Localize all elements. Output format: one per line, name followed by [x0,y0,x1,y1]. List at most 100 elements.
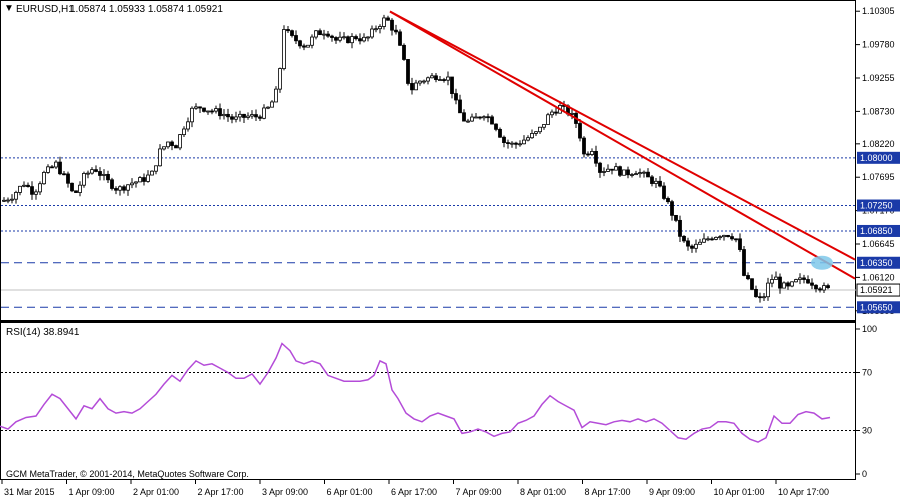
candle-body [458,99,462,114]
candle-body [266,106,270,109]
candle-body [394,29,398,33]
trendline[interactable] [389,10,856,280]
candle-body [550,111,554,116]
candle-body [94,169,98,172]
candle-body [794,279,798,283]
candle-body [418,80,422,84]
candle-body [14,192,18,200]
candle-body [282,29,286,69]
candle-body [402,44,406,60]
candle-body [790,281,794,287]
candle-body [290,30,294,36]
time-tick-label: 2 Apr 01:00 [133,487,179,497]
time-tick-label: 1 Apr 09:00 [69,487,115,497]
trendline[interactable] [389,10,856,261]
level-label: 1.08000 [860,153,893,163]
candle-body [110,179,114,189]
candle-body [490,116,494,125]
price-tick-label: 1.08220 [862,139,895,149]
candle-body [194,106,198,109]
price-tick-label: 1.08730 [862,106,895,116]
candle-body [466,120,470,123]
candle-body [722,234,726,238]
candle-body [150,170,154,176]
candle-body [454,93,458,101]
level-label-box [857,224,900,237]
time-tick-label: 6 Apr 01:00 [327,487,373,497]
candle-body [174,145,178,149]
price-tick-label: 1.09780 [862,40,895,50]
candle-body [814,284,818,290]
candle-body [386,17,390,21]
time-tick-label: 6 Apr 17:00 [391,487,437,497]
candle-body [38,183,42,193]
level-price-labels: 1.08000 1.07250 1.06850 1.06350 1.05650 1.059… [856,151,900,314]
candle-body [598,162,602,173]
candle-body [446,76,450,81]
candle-body [62,173,66,176]
price-tick-label: 1.06120 [862,272,895,282]
candle-body [242,113,246,118]
candle-body [238,113,242,118]
candle-body [390,19,394,31]
candle-body [254,114,258,118]
price-tick-label: 1.07695 [862,172,895,182]
candle-body [694,243,698,249]
candle-body [58,161,62,175]
candle-body [438,79,442,81]
candle-body [70,182,74,192]
candle-body [294,35,298,42]
candle-body [262,107,266,119]
candle-body [450,76,454,94]
candle-body [206,110,210,113]
candle-body [542,124,546,128]
candle-body [366,36,370,39]
candle-body [374,28,378,31]
candle-body [26,184,30,188]
candle-body [734,238,738,241]
candle-body [214,108,218,112]
price-tick-label: 1.06645 [862,239,895,249]
candle-body [186,121,190,130]
level-label: 1.05650 [860,302,893,312]
candle-body [810,282,814,286]
time-tick-label: 2 Apr 17:00 [198,487,244,497]
candle-body [610,168,614,171]
candle-body [698,241,702,245]
candle-body [18,185,22,193]
time-tick-label: 7 Apr 09:00 [456,487,502,497]
candle-body [702,238,706,243]
candle-body [82,173,86,186]
candle-body [590,151,594,155]
candle-body [518,143,522,146]
candle-body [770,279,774,284]
candle-body [274,88,278,103]
time-axis: 31 Mar 2015 1 Apr 09:00 2 Apr 01:00 2 Apr 1… [1,480,829,497]
candle-body [318,30,322,36]
candle-body [506,142,510,144]
ohlc-values: 1.05874 1.05933 1.05874 1.05921 [70,4,223,15]
candle-body [398,31,402,46]
candle-body [766,282,770,298]
rsi-axis: 100 70 30 0 [856,324,877,479]
candle-body [106,173,110,181]
candle-body [742,249,746,276]
candle-body [730,236,734,240]
main-panel-frame [0,0,856,321]
candle-body [826,285,830,289]
candle-body [578,123,582,139]
candle-body [706,238,710,241]
candle-body [330,35,334,38]
candle-body [382,17,386,27]
candle-body [414,82,418,91]
candle-body [114,188,118,191]
candle-body [758,296,762,299]
candle-body [310,36,314,46]
candle-body [470,116,474,122]
candle-body [166,141,170,148]
candle-body [786,282,790,287]
trendlines[interactable] [389,10,856,280]
candle-body [226,113,230,118]
candle-body [278,68,282,90]
